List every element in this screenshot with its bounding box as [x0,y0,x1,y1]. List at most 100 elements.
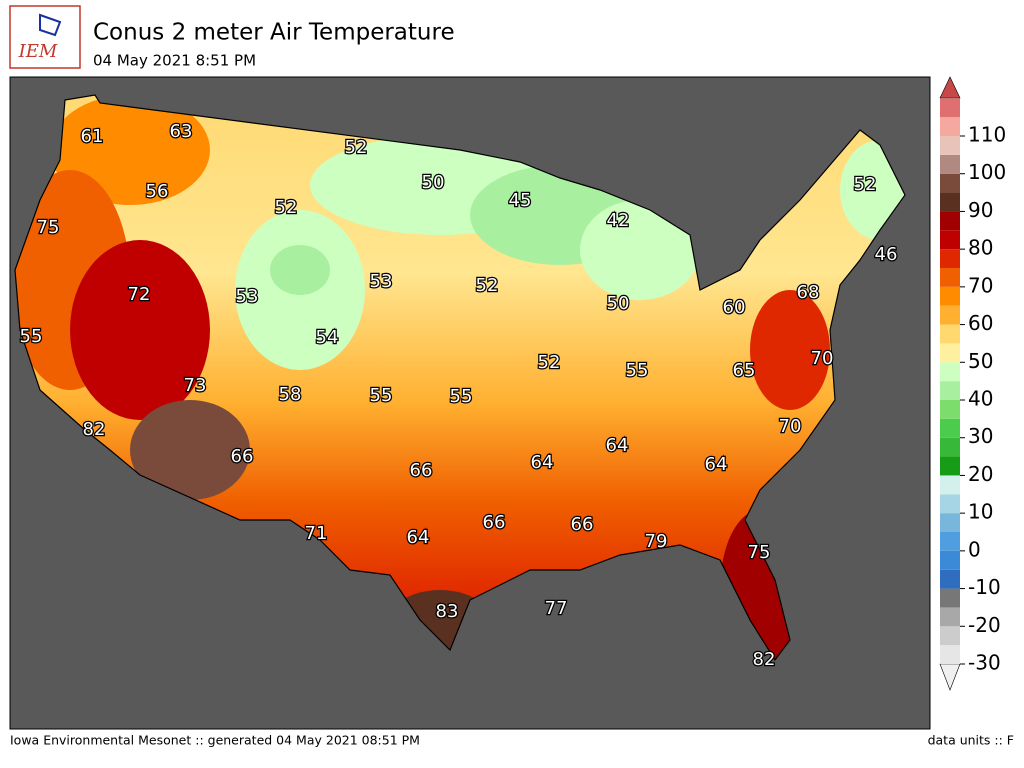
station-label: 60 [723,297,746,318]
colorbar-bin [940,230,960,250]
station-label: 64 [606,435,629,456]
station-label: 66 [571,514,594,535]
colorbar-bin [940,305,960,325]
station-label: 52 [854,174,877,195]
colorbar-extend [939,76,961,99]
station-label: 82 [753,649,776,670]
station-label: 70 [779,416,802,437]
colorbar-bin [940,475,960,495]
colorbar-bin [940,437,960,457]
colorbar-tick-label: 100 [968,160,1006,184]
station-label: 42 [607,210,630,231]
station-label: 55 [450,386,473,407]
colorbar-tick-label: 80 [968,236,993,260]
colorbar-tick-label: 70 [968,273,993,297]
colorbar-bin [940,343,960,363]
colorbar-tick-label: 90 [968,198,993,222]
station-label: 58 [279,384,302,405]
station-label: 73 [184,375,207,396]
station-label: 50 [422,172,445,193]
colorbar-tick-label: 40 [968,387,993,411]
station-label: 61 [81,126,104,147]
station-label: 55 [370,385,393,406]
colorbar-bin [940,607,960,627]
station-label: 50 [607,293,630,314]
footer-left: Iowa Environmental Mesonet :: generated … [10,733,420,748]
footer-right: data units :: F [928,733,1014,748]
colorbar-bin [940,286,960,306]
station-label: 52 [538,352,561,373]
colorbar-tick-label: -30 [968,651,1001,675]
colorbar-bin [940,381,960,400]
station-label: 83 [436,601,459,622]
colorbar-tick-label: -10 [968,575,1001,599]
logo-text: IEM [18,41,58,62]
station-label: 79 [645,531,668,552]
colorbar-bin [940,494,960,514]
station-label: 64 [407,527,430,548]
colorbar-bin [940,569,960,589]
logo: IEM [9,5,81,69]
colorbar-bin [940,117,960,136]
colorbar-bin [940,192,960,212]
station-label: 55 [626,360,649,381]
colorbar-tick-label: 110 [968,123,1006,147]
station-label: 71 [305,523,328,544]
colorbar-bin [940,456,960,476]
station-label: 52 [275,197,298,218]
colorbar-bin [940,362,960,382]
station-label: 55 [20,326,43,347]
colorbar-bin [940,249,960,268]
station-label: 66 [410,460,433,481]
colorbar: -30 -20 -10 0 10 20 30 40 50 60 70 80 90 100 110 [939,76,1006,691]
colorbar-tick-label: 50 [968,349,993,373]
station-label: 52 [345,137,368,158]
colorbar-bin [940,513,960,532]
subtitle: 04 May 2021 8:51 PM [93,52,256,70]
colorbar-tick-label: 0 [968,537,981,561]
field-patch [270,245,330,295]
station-label: 52 [476,275,499,296]
colorbar-bin [940,154,960,174]
field-patch [70,240,210,420]
station-label: 75 [37,217,60,238]
colorbar-bin [940,550,960,570]
colorbar-bin [940,211,960,231]
station-label: 53 [370,271,393,292]
colorbar-bin [940,532,960,551]
colorbar-tick-label: 30 [968,424,993,448]
colorbar-bin [940,418,960,438]
station-label: 66 [483,512,506,533]
station-label: 63 [170,121,193,142]
colorbar-tick-label: 60 [968,311,993,335]
logo-icon [39,13,62,37]
colorbar-bin [940,268,960,287]
station-label: 56 [146,181,169,202]
field-patch [130,400,250,500]
station-label: 46 [875,244,898,265]
colorbar-bin [940,98,960,118]
colorbar-tick-label: -20 [968,613,1001,637]
colorbar-extend [939,663,961,691]
station-label: 68 [797,282,820,303]
colorbar-bin [940,626,960,646]
colorbar-bin [940,136,960,155]
station-label: 64 [531,452,554,473]
field-patch [750,290,830,410]
station-label: 72 [128,284,151,305]
station-label: 64 [705,454,728,475]
station-label: 70 [811,348,834,369]
colorbar-bin [940,588,960,608]
station-label: 77 [545,598,568,619]
title: Conus 2 meter Air Temperature [93,20,455,46]
station-label: 82 [83,419,106,440]
colorbar-tick-label: 20 [968,462,993,486]
station-label: 65 [733,360,756,381]
station-label: 53 [236,286,259,307]
colorbar-bin [940,324,960,344]
colorbar-bin [940,645,960,664]
station-label: 45 [509,190,532,211]
colorbar-bin [940,173,960,193]
colorbar-bin [940,400,960,419]
